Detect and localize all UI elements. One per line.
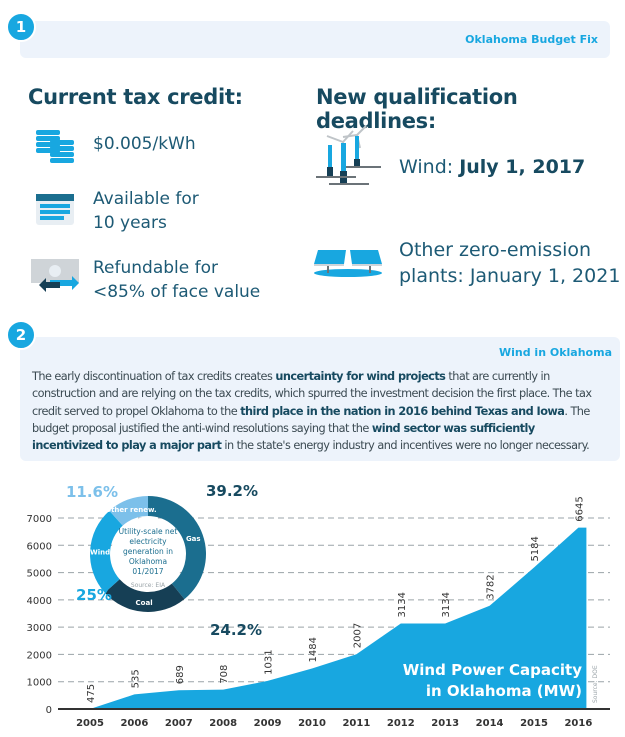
coins-icon [36, 130, 74, 163]
y-tick-label: 5000 [27, 569, 52, 580]
refundable-line1: Refundable for [93, 258, 219, 278]
x-tick-label: 2011 [342, 718, 370, 729]
donut-title-line: Utility-scale net [119, 527, 178, 536]
deadlines-heading: New qualification deadlines: [316, 85, 518, 133]
y-tick-label: 3000 [27, 623, 52, 634]
other-deadline-line1: Other zero-emission [399, 239, 592, 261]
data-label: 689 [175, 665, 186, 684]
donut-title-line: electricity [129, 537, 167, 546]
x-tick-label: 2015 [520, 718, 548, 729]
solar-panel-icon [314, 250, 382, 277]
pie-slice-coal [104, 579, 185, 612]
para-text: . The budget proposal justified the anti… [32, 404, 590, 435]
data-label: 1031 [264, 649, 275, 674]
slice-percent: 11.6% [66, 483, 118, 501]
donut-source: Source: EIA [131, 582, 166, 589]
slice-name: Coal [136, 599, 153, 607]
para-bold: third place in the nation in 2016 behind… [240, 404, 565, 418]
donut-title-line: 01/2017 [132, 567, 163, 576]
other-deadline-line2: plants: January 1, 2021 [399, 265, 621, 287]
wind-paragraph: The early discontinuation of tax credits… [32, 368, 607, 454]
slice-name: Other renew. [105, 506, 157, 514]
availability-line1: Available for [93, 189, 199, 209]
pie-slice-wind [90, 510, 123, 593]
current-tax-credit-heading: Current tax credit: [28, 85, 243, 109]
tax-credit-rate: $0.005/kWh [93, 132, 196, 156]
para-bold: uncertainty for wind projects [275, 370, 446, 383]
slice-name: Wind [90, 548, 110, 556]
x-tick-label: 2012 [387, 718, 415, 729]
data-label: 3134 [397, 592, 408, 617]
chart-source: Source: DOE [592, 665, 599, 703]
x-tick-label: 2010 [298, 718, 326, 729]
y-tick-label: 0 [46, 705, 52, 716]
donut-hole [111, 517, 185, 591]
rate-text: $0.005/kWh [93, 134, 196, 154]
y-tick-label: 4000 [27, 596, 52, 607]
y-tick-label: 6000 [27, 541, 52, 552]
donut-title-line: generation in [123, 547, 173, 556]
para-bold: wind sector was sufficiently incentivize… [32, 421, 535, 453]
section2-box: Wind in Oklahoma [20, 337, 620, 461]
x-tick-label: 2014 [476, 718, 504, 729]
section1-badge: 1 [6, 12, 36, 42]
data-label: 1484 [308, 637, 319, 662]
data-label: 535 [130, 669, 141, 688]
x-tick-label: 2013 [431, 718, 459, 729]
slice-percent: 25% [76, 586, 112, 604]
data-label: 3782 [486, 574, 497, 599]
x-tick-label: 2008 [209, 718, 237, 729]
slice-percent: 24.2% [210, 621, 262, 639]
wind-turbine-icon [316, 125, 381, 185]
para-text: that are currently in construction and a… [32, 370, 592, 418]
para-text: in the state's energy industry and incen… [221, 439, 590, 453]
refundable-text: Refundable for <85% of face value [93, 256, 260, 304]
data-label: 5184 [530, 536, 541, 561]
section1-title: Oklahoma Budget Fix [465, 33, 598, 46]
chart-title: Wind Power Capacity [403, 661, 582, 679]
pie-slice-other-renew- [109, 496, 148, 526]
availability-text: Available for 10 years [93, 187, 199, 235]
x-tick-label: 2009 [254, 718, 282, 729]
data-label: 6645 [574, 496, 585, 521]
calendar-icon [36, 194, 74, 225]
x-tick-label: 2007 [165, 718, 193, 729]
availability-line2: 10 years [93, 213, 167, 233]
refund-money-icon [31, 259, 79, 292]
section1-box: Oklahoma Budget Fix [20, 21, 610, 58]
slice-percent: 39.2% [206, 482, 258, 500]
capacity-area [90, 527, 587, 709]
y-tick-label: 1000 [27, 678, 52, 689]
other-deadline: Other zero-emission plants: January 1, 20… [399, 237, 620, 289]
data-label: 475 [86, 684, 97, 703]
x-tick-label: 2006 [120, 718, 148, 729]
data-label: 3134 [441, 592, 452, 617]
wind-date: July 1, 2017 [459, 156, 586, 178]
data-label: 2007 [352, 623, 363, 648]
data-label: 708 [219, 665, 230, 684]
slice-name: Gas [186, 535, 201, 543]
chart-title-line2: in Oklahoma (MW) [426, 682, 582, 700]
x-tick-label: 2016 [564, 718, 592, 729]
y-tick-label: 7000 [27, 514, 52, 525]
x-tick-label: 2005 [76, 718, 104, 729]
refundable-line2: <85% of face value [93, 282, 261, 302]
section2-badge: 2 [6, 320, 36, 350]
pie-slice-gas [148, 496, 206, 600]
y-tick-label: 2000 [27, 650, 52, 661]
wind-deadline: Wind: July 1, 2017 [399, 155, 585, 179]
para-text: The early discontinuation of tax credits… [32, 370, 276, 383]
wind-label: Wind: [399, 156, 460, 178]
section2-title: Wind in Oklahoma [498, 346, 612, 359]
donut-title-line: Oklahoma [129, 557, 167, 566]
